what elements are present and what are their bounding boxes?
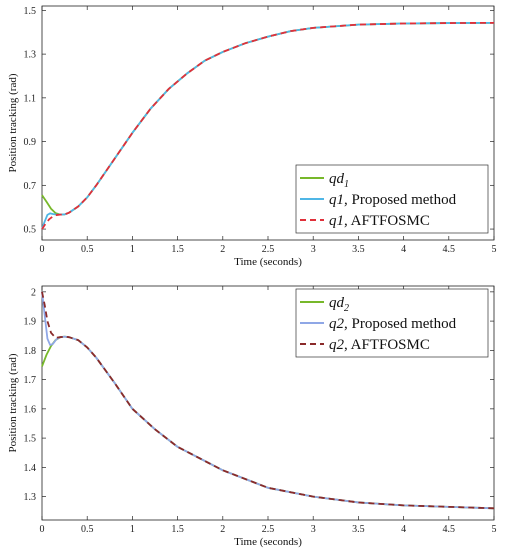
x-tick-label: 0 [40,524,45,535]
chart-panel-1: 0 0.5 1 1.5 2 2.5 3 3.5 4 4.5 50.50.70.91.11.31.5T… [7,5,497,268]
x-tick-label: 0.5 [81,524,94,535]
x-axis-label: Time (seconds) [234,256,302,268]
y-tick-label: 1.5 [24,6,37,17]
legend-entry: qd1 [329,171,349,190]
y-tick-label: 0.5 [24,225,37,236]
y-axis-label: Position tracking (rad) [7,73,19,172]
y-tick-label: 1.6 [24,404,37,415]
x-tick-label: 5 [492,524,497,535]
y-tick-label: 2 [31,287,36,298]
x-tick-label: 2.5 [262,524,275,535]
legend-entry: q2, AFTFOSMC [329,337,430,353]
x-tick-label: 1 [130,244,135,255]
x-tick-label: 0.5 [81,244,94,255]
chart-panel-2: 0 0.5 1 1.5 2 2.5 3 3.5 4 4.5 5 1.3 1.4 1.5 1.6 1.7 1.8 1… [7,285,497,548]
legend-entry: q1, AFTFOSMC [329,213,430,229]
y-tick-label: 1.1 [24,93,37,104]
y-tick-label: 1.3 [24,492,37,503]
x-tick-label: 3 [311,524,316,535]
y-tick-label: 1.7 [24,375,37,386]
x-tick-label: 4 [401,244,406,255]
legend: qd2 q2, Proposed method q2, AFTFOSMC [295,288,489,358]
x-tick-label: 4 [401,524,406,535]
y-tick-label: 0.9 [24,137,37,148]
y-tick-label: 1.9 [24,317,37,328]
series-line-3 [41,21,495,230]
y-tick-label: 1.3 [24,50,37,61]
y-tick-label: 1.5 [24,434,37,445]
x-axis-label: Time (seconds) [234,536,302,548]
x-tick-label: 1.5 [171,244,184,255]
x-tick-label: 2.5 [262,244,275,255]
legend-entry: q1, Proposed method [329,192,457,208]
x-tick-label: 2 [220,244,225,255]
x-tick-label: 1 [130,524,135,535]
x-tick-label: 2 [220,524,225,535]
x-tick-label: 0 [40,244,45,255]
y-tick-label: 1.4 [24,463,37,474]
y-tick-label: 1.8 [24,346,37,357]
legend-entry: qd2 [329,295,349,314]
legend-entry: q2, Proposed method [329,316,457,332]
x-tick-label: 1.5 [171,524,184,535]
legend-box [295,288,489,358]
y-axis-label: Position tracking (rad) [7,353,19,452]
x-tick-label: 3.5 [352,524,365,535]
x-tick-label: 4.5 [443,244,456,255]
y-tick-label: 0.7 [24,181,37,192]
legend-box [295,164,489,234]
x-tick-label: 5 [492,244,497,255]
x-tick-label: 3.5 [352,244,365,255]
legend: qd1 q1, Proposed method q1, AFTFOSMC [295,164,489,234]
x-tick-label: 4.5 [443,524,456,535]
x-tick-label: 3 [311,244,316,255]
